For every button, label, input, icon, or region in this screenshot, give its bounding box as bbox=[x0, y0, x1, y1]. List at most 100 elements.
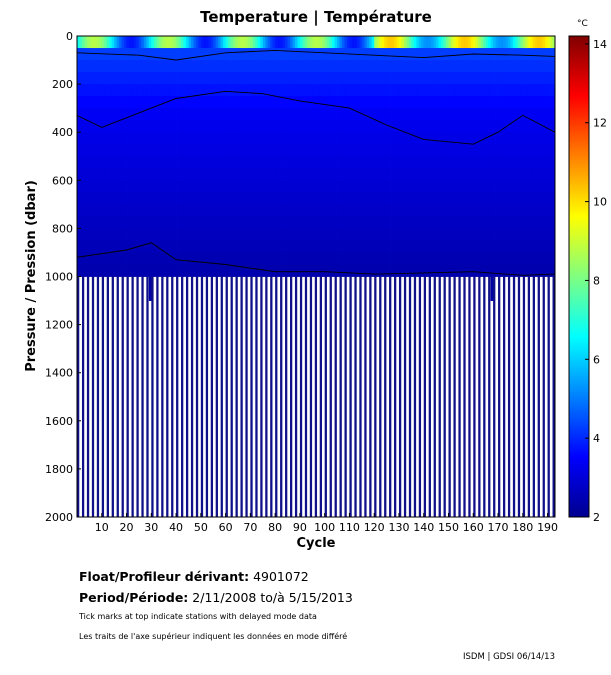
temperature-cell bbox=[163, 204, 167, 217]
temperature-cell bbox=[431, 180, 435, 193]
temperature-cell bbox=[507, 144, 511, 157]
temperature-cell bbox=[398, 48, 402, 61]
temperature-cell bbox=[138, 180, 142, 193]
temperature-cell bbox=[443, 180, 447, 193]
temperature-cell bbox=[198, 264, 202, 277]
temperature-cell bbox=[228, 168, 231, 181]
temperature-cell bbox=[468, 180, 472, 193]
temperature-cell bbox=[101, 192, 105, 205]
temperature-cell bbox=[210, 156, 214, 169]
temperature-cell bbox=[163, 120, 167, 133]
temperature-cell bbox=[141, 216, 145, 229]
temperature-cell bbox=[408, 108, 412, 121]
temperature-cell bbox=[235, 156, 239, 169]
temperature-cell bbox=[252, 180, 256, 193]
temperature-cell bbox=[106, 216, 110, 229]
temperature-cell bbox=[371, 228, 375, 241]
temperature-cell bbox=[148, 192, 152, 205]
temperature-cell bbox=[156, 132, 160, 145]
temperature-cell bbox=[242, 72, 246, 85]
temperature-cell bbox=[418, 120, 422, 133]
station-column bbox=[272, 36, 276, 277]
temperature-cell bbox=[517, 204, 521, 217]
temperature-cell bbox=[371, 60, 375, 73]
temperature-cell bbox=[545, 204, 548, 217]
temperature-cell bbox=[148, 36, 152, 49]
temperature-cell bbox=[124, 240, 127, 253]
temperature-cell bbox=[129, 120, 132, 133]
temperature-cell bbox=[188, 144, 192, 157]
temperature-cell bbox=[458, 108, 462, 121]
temperature-cell bbox=[166, 132, 170, 145]
temperature-cell bbox=[522, 168, 526, 181]
temperature-cell bbox=[542, 240, 546, 253]
temperature-cell bbox=[247, 84, 251, 97]
temperature-cell bbox=[545, 168, 548, 181]
temperature-cell bbox=[299, 72, 303, 85]
temperature-cell bbox=[441, 228, 444, 241]
temperature-cell bbox=[183, 252, 187, 265]
temperature-cell bbox=[205, 228, 209, 241]
temperature-cell bbox=[200, 144, 204, 157]
temperature-cell bbox=[215, 120, 219, 133]
temperature-cell bbox=[171, 228, 174, 241]
temperature-cell bbox=[525, 48, 529, 61]
temperature-cell bbox=[507, 168, 511, 181]
temperature-cell bbox=[151, 96, 155, 109]
temperature-cell bbox=[215, 264, 219, 277]
colorbar-tick-label: 6 bbox=[593, 353, 600, 366]
temperature-cell bbox=[136, 180, 140, 193]
temperature-cell bbox=[510, 36, 514, 49]
temperature-cell bbox=[203, 84, 207, 97]
temperature-cell bbox=[309, 36, 313, 49]
temperature-cell bbox=[403, 48, 407, 61]
temperature-cell bbox=[208, 60, 212, 73]
temperature-cell bbox=[176, 252, 179, 265]
temperature-cell bbox=[505, 192, 509, 205]
temperature-cell bbox=[421, 132, 425, 145]
temperature-cell bbox=[218, 120, 222, 133]
temperature-cell bbox=[198, 228, 202, 241]
temperature-cell bbox=[280, 204, 283, 217]
temperature-cell bbox=[458, 96, 462, 109]
temperature-cell bbox=[376, 156, 380, 169]
temperature-cell bbox=[374, 192, 378, 205]
temperature-cell bbox=[282, 36, 286, 49]
temperature-cell bbox=[166, 96, 170, 109]
temperature-cell bbox=[240, 252, 244, 265]
deep-profile-bar bbox=[151, 276, 154, 517]
temperature-cell bbox=[270, 48, 274, 61]
temperature-cell bbox=[307, 192, 311, 205]
temperature-cell bbox=[394, 168, 397, 181]
temperature-cell bbox=[146, 156, 150, 169]
temperature-cell bbox=[465, 60, 469, 73]
temperature-cell bbox=[228, 144, 231, 157]
temperature-cell bbox=[215, 216, 219, 229]
temperature-cell bbox=[267, 228, 271, 241]
temperature-cell bbox=[438, 96, 442, 109]
temperature-cell bbox=[81, 240, 85, 253]
temperature-cell bbox=[312, 36, 316, 49]
temperature-cell bbox=[423, 156, 427, 169]
temperature-cell bbox=[532, 84, 536, 97]
temperature-cell bbox=[131, 240, 135, 253]
temperature-cell bbox=[354, 60, 358, 73]
station-column bbox=[285, 36, 288, 517]
temperature-cell bbox=[354, 144, 358, 157]
station-column bbox=[376, 36, 380, 277]
temperature-cell bbox=[245, 228, 249, 241]
temperature-cell bbox=[522, 252, 526, 265]
temperature-cell bbox=[512, 132, 516, 145]
temperature-cell bbox=[483, 120, 487, 133]
temperature-cell bbox=[394, 108, 397, 121]
station-column bbox=[168, 36, 172, 277]
temperature-cell bbox=[339, 252, 343, 265]
temperature-cell bbox=[101, 84, 105, 97]
temperature-cell bbox=[408, 144, 412, 157]
temperature-cell bbox=[332, 180, 335, 193]
temperature-cell bbox=[344, 228, 348, 241]
temperature-cell bbox=[418, 108, 422, 121]
temperature-cell bbox=[446, 72, 449, 85]
station-column bbox=[185, 36, 189, 517]
temperature-cell bbox=[423, 264, 427, 277]
